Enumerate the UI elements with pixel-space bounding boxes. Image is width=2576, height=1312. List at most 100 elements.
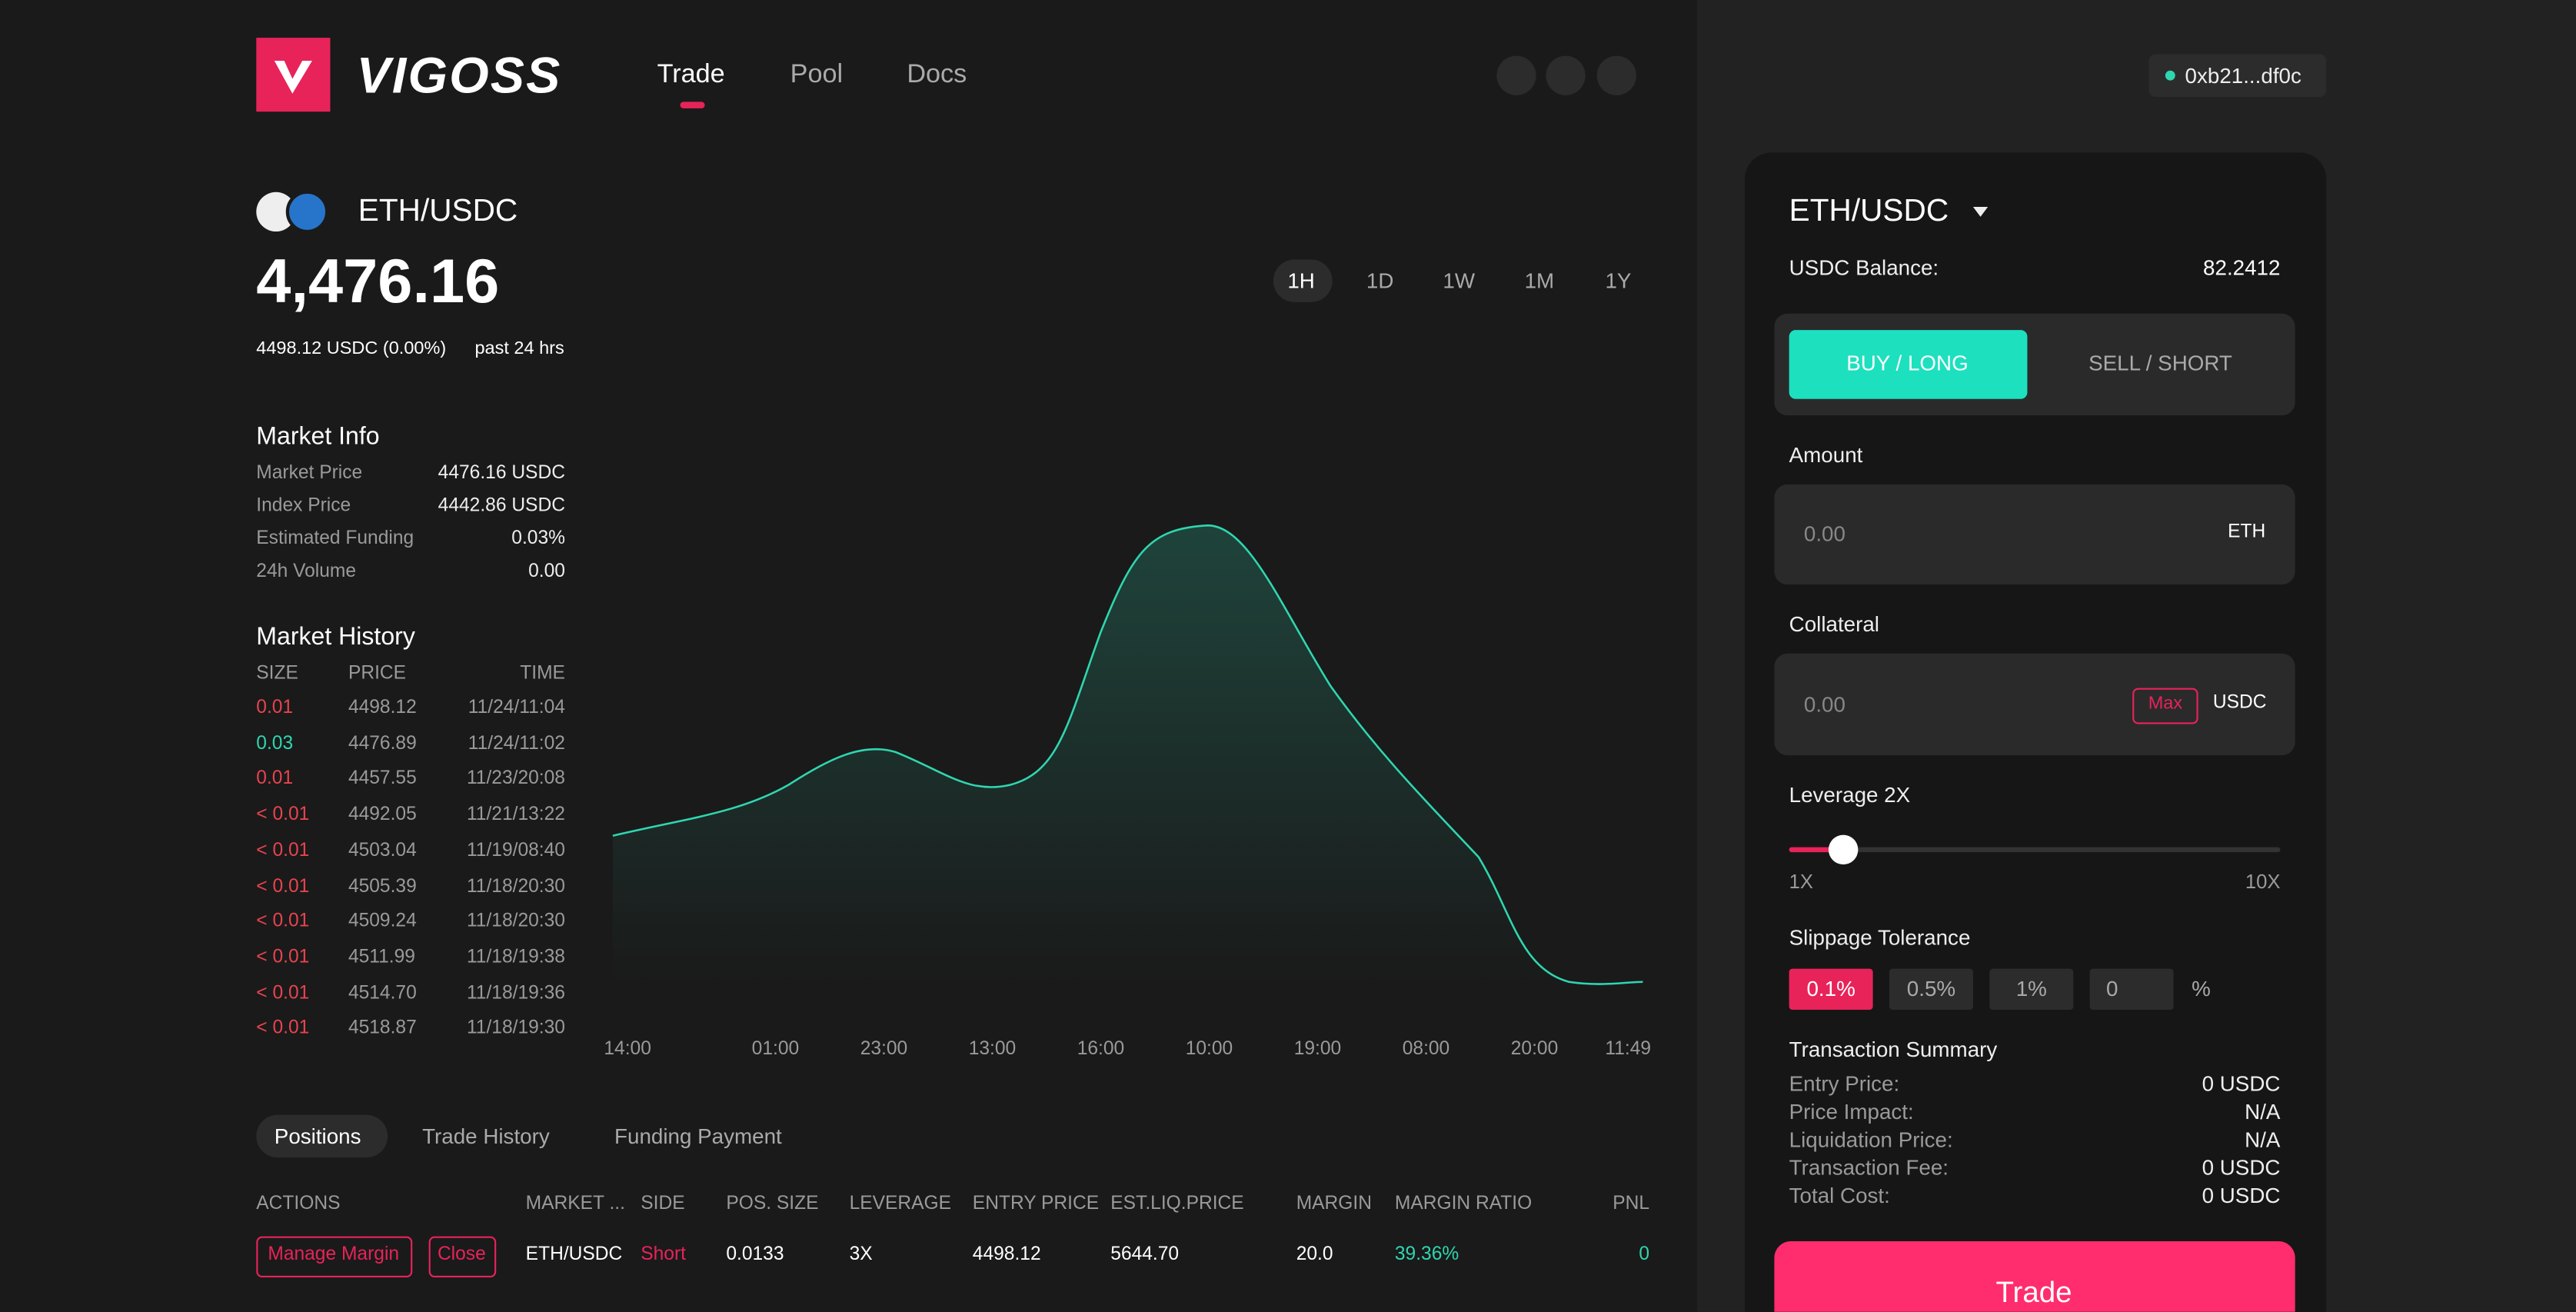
slider-track[interactable] <box>1789 847 2281 853</box>
trade-size: < 0.01 <box>256 804 310 825</box>
slip-3[interactable] <box>2089 968 2174 1011</box>
slip-1[interactable] <box>1889 968 1973 1011</box>
col-header: MARGIN RATIO <box>1394 1194 1533 1214</box>
x-label: 11:49 <box>1605 1039 1652 1060</box>
trade-price: 4457.55 <box>348 769 417 790</box>
summary-label: Entry Price: <box>1789 1071 1900 1097</box>
trade-price: 4503.04 <box>348 841 417 861</box>
nav-item[interactable]: Trade <box>657 60 725 89</box>
section-title: Market History <box>256 623 415 651</box>
col-header: MARGIN <box>1296 1194 1372 1214</box>
label: USDC Balance: <box>1789 255 1939 281</box>
x-label: 23:00 <box>860 1039 908 1060</box>
amount-input[interactable] <box>1774 484 2295 585</box>
trade-size: < 0.01 <box>256 876 310 897</box>
x-label: 08:00 <box>1402 1039 1450 1060</box>
telegram-icon[interactable] <box>1546 55 1586 95</box>
tab[interactable]: Positions <box>274 1124 361 1149</box>
trade-time: 11/18/19:36 <box>466 983 565 1004</box>
slider-knob[interactable] <box>1828 834 1859 865</box>
trade-price: 4492.05 <box>348 804 417 825</box>
slippage-option[interactable]: 0 <box>2105 976 2118 1001</box>
max-btn[interactable] <box>2132 688 2198 724</box>
trade-size: < 0.01 <box>256 947 310 967</box>
logo-icon <box>274 60 312 94</box>
trade-price: 4514.70 <box>348 983 417 1004</box>
x-label: 19:00 <box>1293 1039 1342 1060</box>
trade-price: 4511.99 <box>348 947 415 967</box>
info-label: Estimated Funding <box>256 529 414 549</box>
twitter-icon[interactable] <box>1496 55 1536 95</box>
wallet-pill[interactable] <box>2148 54 2327 97</box>
logo-mark <box>256 38 331 112</box>
range-active <box>1273 259 1333 302</box>
cell: 0 <box>1639 1244 1650 1265</box>
info-value: 4442.86 USDC <box>438 496 565 516</box>
range[interactable]: 1H <box>1287 268 1315 294</box>
close-btn[interactable] <box>428 1236 497 1278</box>
col-header: EST.LIQ.PRICE <box>1110 1194 1244 1214</box>
info-label: Market Price <box>256 463 363 484</box>
range[interactable]: 1Y <box>1605 268 1632 294</box>
action[interactable]: Manage Margin <box>268 1244 400 1265</box>
nav-item[interactable]: Docs <box>907 60 967 89</box>
x-label: 01:00 <box>751 1039 800 1060</box>
discord-icon[interactable] <box>1596 55 1636 95</box>
summary-value: N/A <box>2245 1127 2281 1152</box>
summary-value: N/A <box>2245 1099 2281 1124</box>
chart-area <box>612 525 1643 985</box>
slippage-option[interactable]: 0.5% <box>1906 976 1956 1001</box>
label: Amount <box>1789 442 1863 468</box>
slippage-option[interactable]: 0.1% <box>1806 976 1855 1001</box>
x-label: 13:00 <box>968 1039 1017 1060</box>
tab[interactable]: Funding Payment <box>614 1124 782 1149</box>
col-header: TIME <box>520 664 565 684</box>
trade-time: 11/18/19:38 <box>466 947 565 967</box>
cell: 3X <box>849 1244 873 1265</box>
summary-label: Liquidation Price: <box>1789 1127 1953 1152</box>
unit: USDC <box>2212 693 2267 714</box>
trade-time: 11/18/20:30 <box>466 876 565 897</box>
trade-time: 11/18/20:30 <box>466 911 565 932</box>
slip-0[interactable] <box>1789 968 1873 1011</box>
wallet[interactable]: 0xb21...df0c <box>2185 63 2301 88</box>
trade-btn[interactable] <box>1774 1241 2295 1312</box>
buy-btn[interactable] <box>1789 330 2028 399</box>
nav-item[interactable]: Pool <box>790 60 844 89</box>
summary-value: 0 USDC <box>2202 1183 2281 1208</box>
trade-size: 0.03 <box>256 734 294 754</box>
manage-margin-btn[interactable] <box>256 1236 413 1278</box>
info-label: 24h Volume <box>256 561 357 582</box>
max[interactable]: Max <box>2148 694 2183 714</box>
summary-value: 0 USDC <box>2202 1071 2281 1097</box>
range[interactable]: 1D <box>1366 268 1394 294</box>
nav-underline <box>680 102 705 108</box>
panel-pair[interactable]: ETH/USDC <box>1789 194 1949 229</box>
x-label: 14:00 <box>604 1039 651 1060</box>
trade-time: 11/24/11:04 <box>468 698 565 718</box>
trade-time: 11/23/20:08 <box>466 769 565 790</box>
unit: % <box>2192 976 2211 1001</box>
col-header: PRICE <box>348 664 407 684</box>
change: 4498.12 USDC (0.00%) <box>256 338 447 359</box>
slip-2[interactable] <box>1989 968 2074 1011</box>
info-value: 4476.16 USDC <box>438 463 565 484</box>
caret[interactable] <box>1972 207 1989 217</box>
label: Transaction Summary <box>1789 1037 1998 1062</box>
sell[interactable]: SELL / SHORT <box>2088 350 2232 375</box>
range[interactable]: 1M <box>1524 268 1555 294</box>
action[interactable]: Close <box>437 1244 486 1265</box>
col-header: POS. SIZE <box>726 1194 819 1214</box>
pair: ETH/USDC <box>358 194 518 229</box>
trade-label[interactable]: Trade <box>1995 1275 2072 1309</box>
collateral-input[interactable] <box>1774 653 2295 756</box>
range[interactable]: 1W <box>1443 268 1476 294</box>
slippage-option[interactable]: 1% <box>2015 976 2047 1001</box>
status-dot <box>2165 70 2175 81</box>
trade-size: 0.01 <box>256 769 294 790</box>
buy[interactable]: BUY / LONG <box>1846 350 1969 375</box>
tab[interactable]: Trade History <box>422 1124 550 1149</box>
usdc-icon <box>285 190 329 234</box>
col-header: MARKET ... <box>525 1194 625 1214</box>
